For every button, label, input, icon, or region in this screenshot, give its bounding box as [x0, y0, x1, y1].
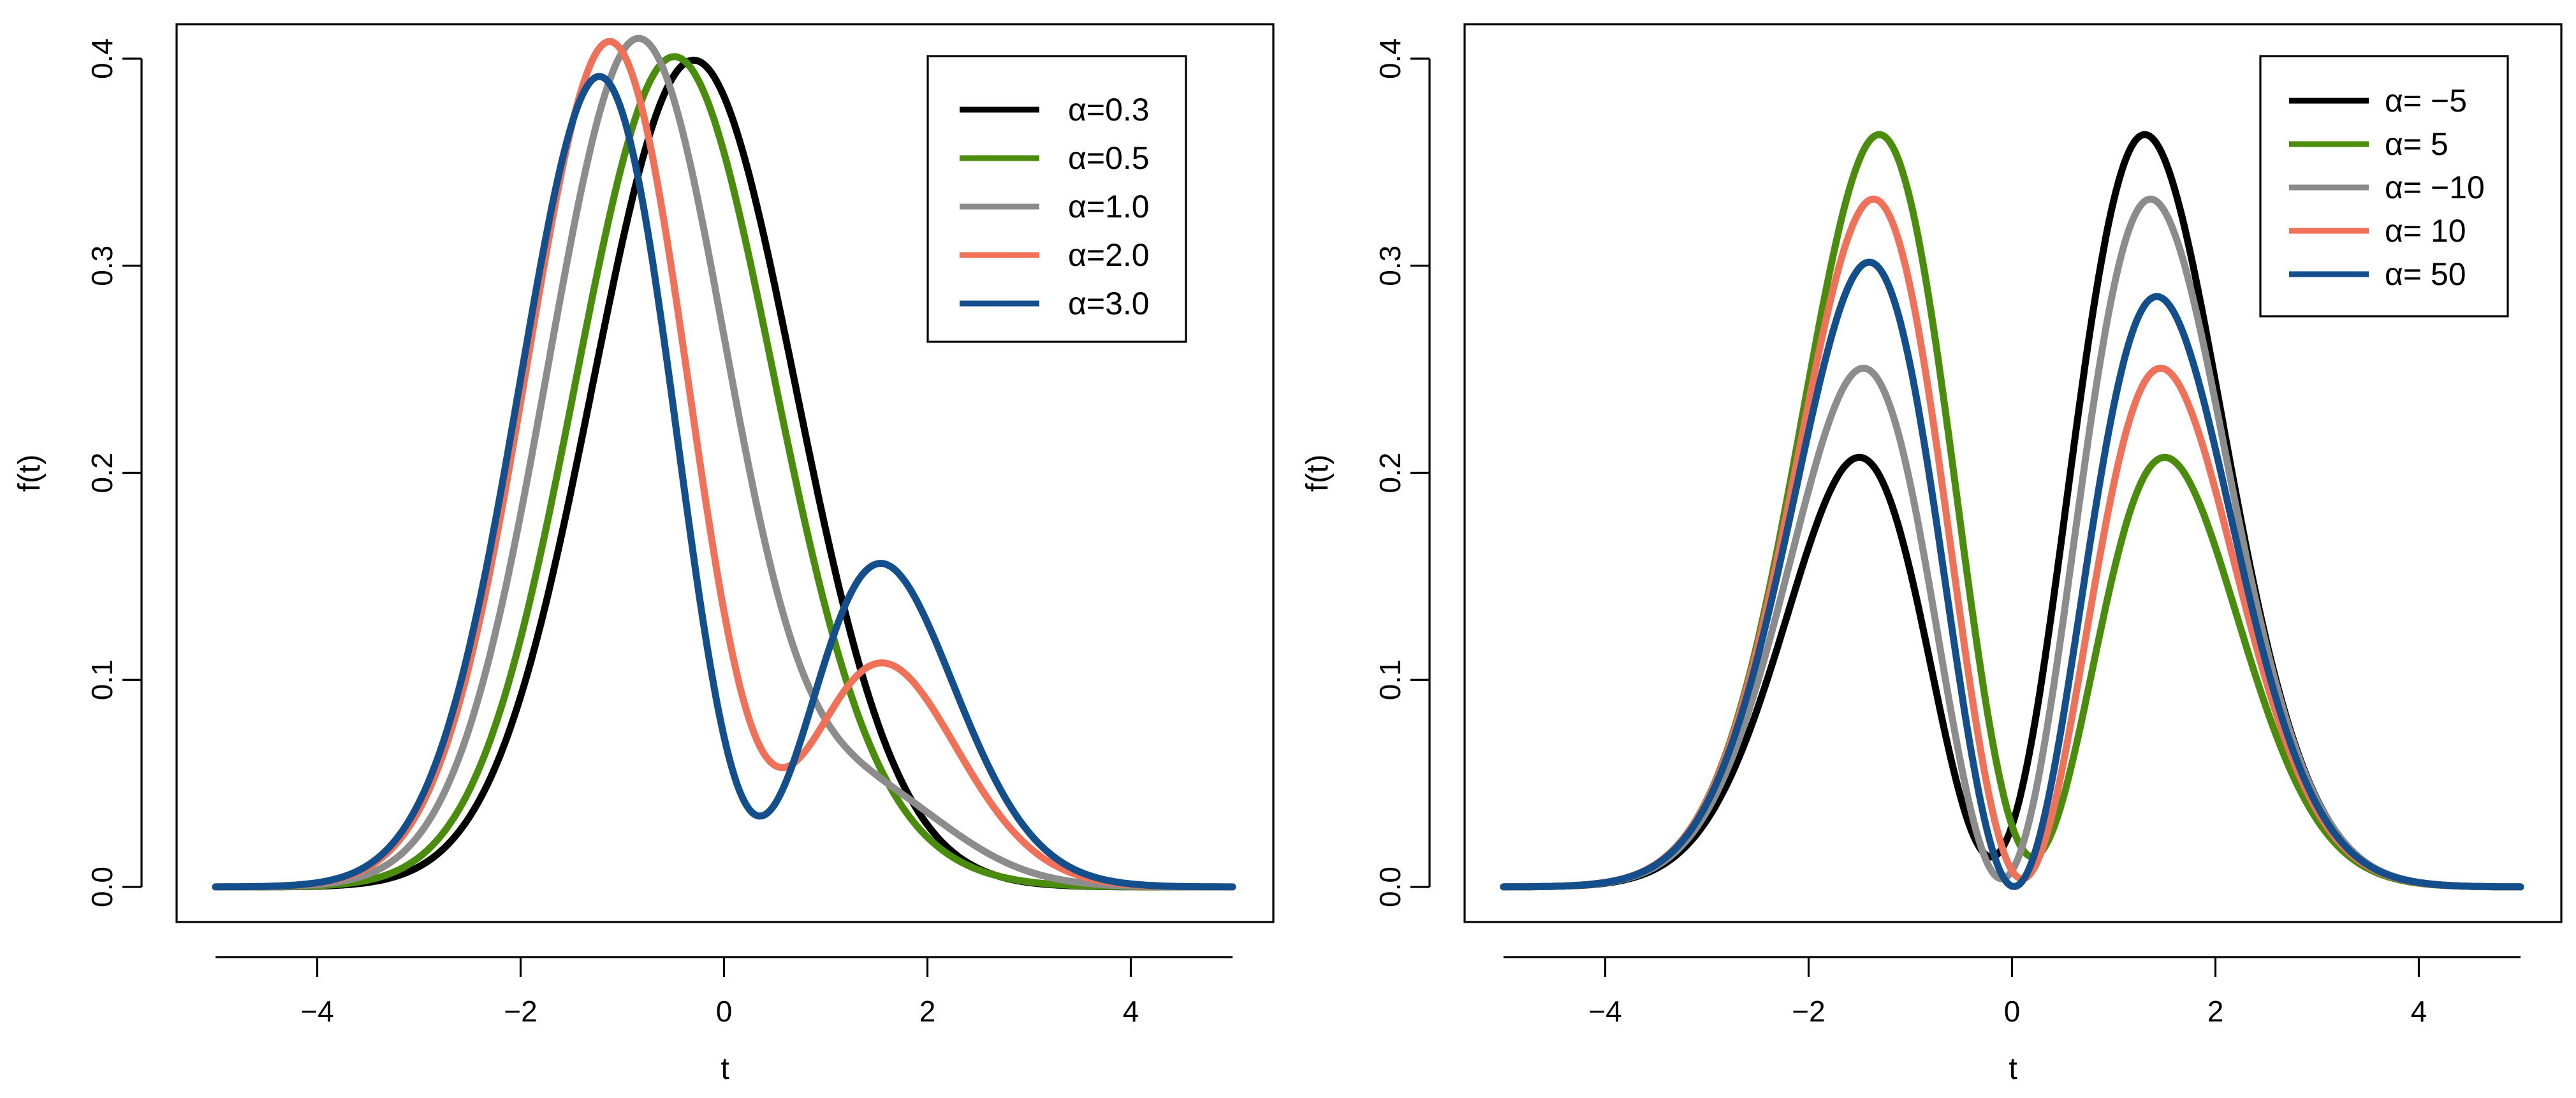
x-tick-label: 0 — [2004, 995, 2021, 1028]
y-tick-label: 0.4 — [85, 38, 119, 79]
series-line — [212, 53, 1236, 891]
left-legend-box — [926, 55, 1187, 343]
series-line — [1500, 258, 2524, 891]
left-x-axis-title: t — [721, 1052, 729, 1086]
y-tick-label: 0.1 — [85, 659, 119, 700]
right-curves — [1500, 131, 2524, 891]
left-x-axis: −4 −2 0 2 4 — [216, 956, 1233, 1028]
legend-label: α= 50 — [2385, 256, 2466, 292]
right-plot-frame — [1463, 23, 2563, 923]
legend-label: α= −5 — [2385, 83, 2467, 119]
right-chart-panel: 0.0 0.1 0.2 0.3 0.4 −4 −2 0 2 4 t f(t) α= −5 α= 5… — [1301, 23, 2563, 1086]
right-legend: α= −5 α= 5 α= −10 α= 10 α= 50 — [2259, 55, 2509, 318]
x-tick-label: 0 — [716, 995, 733, 1028]
legend-label: α=2.0 — [1068, 237, 1150, 273]
left-plot-frame — [175, 23, 1275, 923]
legend-label: α=3.0 — [1068, 286, 1150, 321]
legend-label: α= 5 — [2385, 126, 2448, 162]
right-y-axis: 0.0 0.1 0.2 0.3 0.4 — [1373, 38, 1431, 907]
legend-label: α=0.5 — [1068, 140, 1150, 176]
left-y-axis: 0.0 0.1 0.2 0.3 0.4 — [85, 38, 143, 907]
y-tick-label: 0.2 — [85, 453, 119, 494]
legend-label: α= 10 — [2385, 213, 2466, 249]
x-tick-label: −4 — [300, 995, 333, 1028]
y-tick-label: 0.0 — [1373, 867, 1407, 907]
left-y-axis-title: f(t) — [13, 455, 47, 492]
series-line — [212, 73, 1236, 891]
x-tick-label: 2 — [919, 995, 936, 1028]
y-tick-label: 0.0 — [85, 867, 119, 907]
legend-label: α=0.3 — [1068, 92, 1150, 128]
legend-label: α=1.0 — [1068, 189, 1150, 224]
left-curves — [212, 34, 1236, 891]
series-line — [212, 34, 1236, 891]
x-tick-label: 2 — [2207, 995, 2224, 1028]
right-y-axis-title: f(t) — [1301, 455, 1335, 492]
y-tick-label: 0.3 — [85, 245, 119, 286]
y-tick-label: 0.3 — [1373, 245, 1407, 286]
x-tick-label: 4 — [2411, 995, 2427, 1028]
y-tick-label: 0.2 — [1373, 453, 1407, 494]
y-tick-label: 0.4 — [1373, 38, 1407, 79]
y-tick-label: 0.1 — [1373, 659, 1407, 700]
right-x-axis-title: t — [2009, 1052, 2017, 1086]
left-legend: α=0.3 α=0.5 α=1.0 α=2.0 α=3.0 — [926, 55, 1187, 343]
x-tick-label: −4 — [1588, 995, 1621, 1028]
right-x-axis: −4 −2 0 2 4 — [1504, 956, 2521, 1028]
left-chart-panel: 0.00.10.20.30.4 −4 −2 0 2 4 t f(t) α=0.3α=0.… — [13, 23, 1275, 1086]
legend-label: α= −10 — [2385, 170, 2485, 205]
x-tick-label: 4 — [1123, 995, 1139, 1028]
x-tick-label: −2 — [1792, 995, 1825, 1028]
x-tick-label: −2 — [504, 995, 537, 1028]
